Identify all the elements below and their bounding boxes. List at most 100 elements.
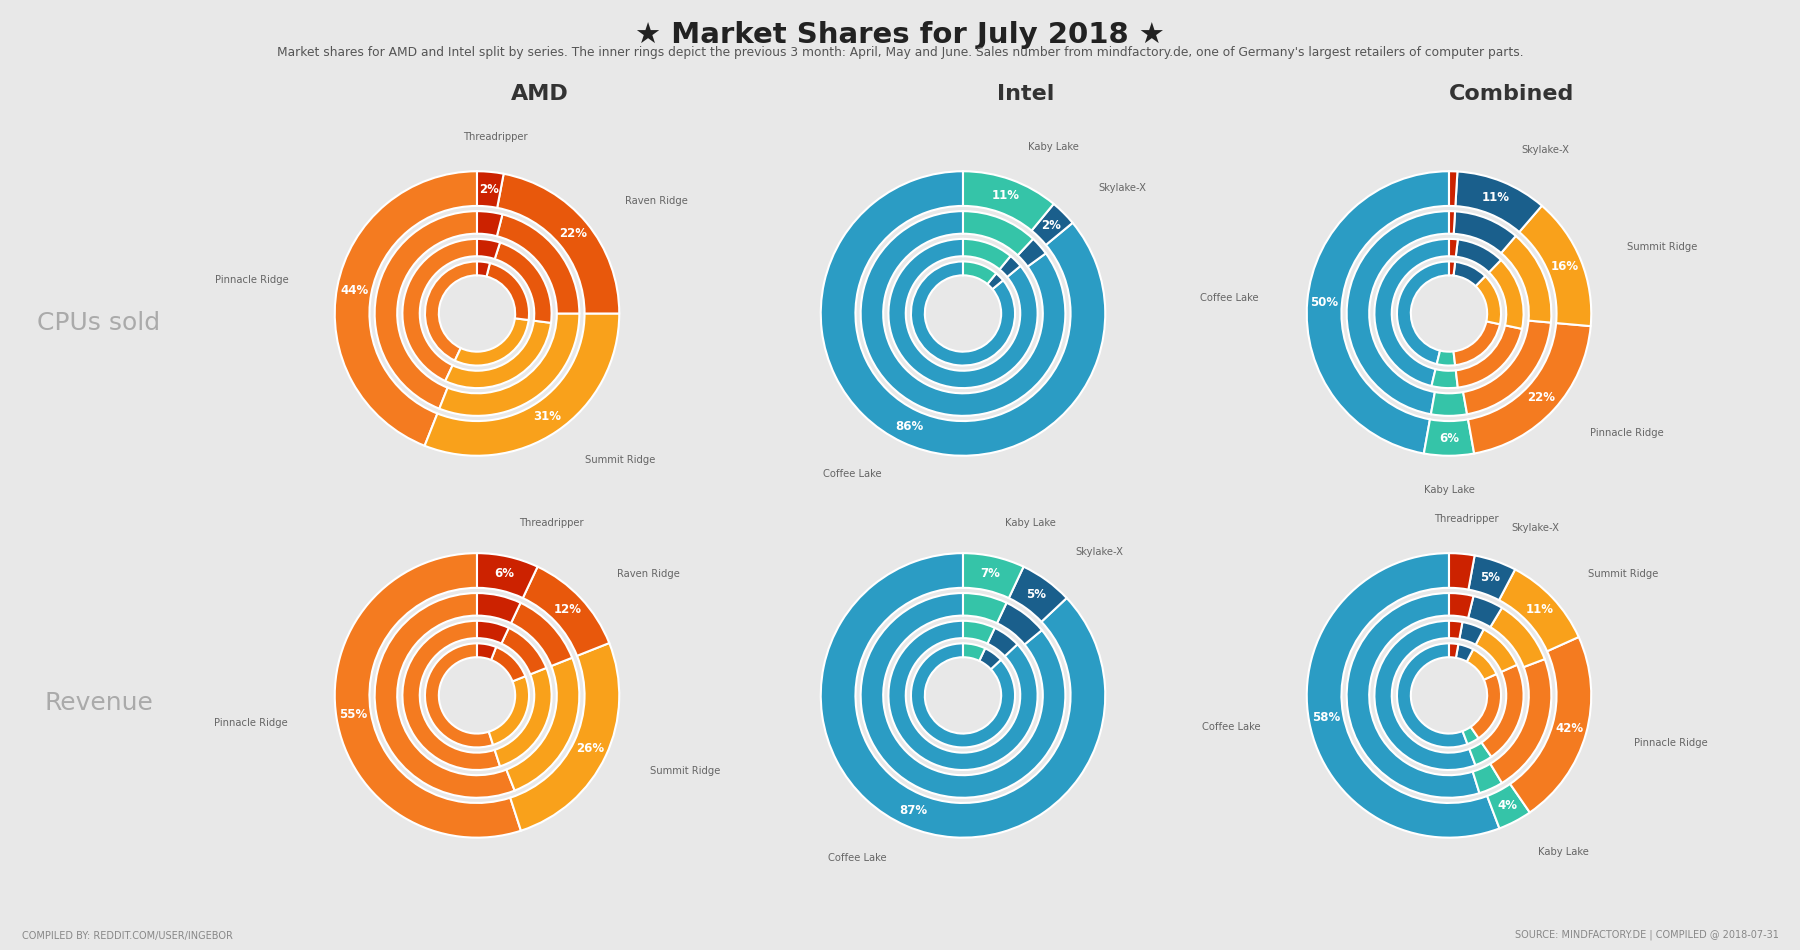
Wedge shape — [1469, 743, 1492, 765]
Text: Kaby Lake: Kaby Lake — [1004, 518, 1055, 527]
Wedge shape — [1031, 204, 1073, 245]
Text: Raven Ridge: Raven Ridge — [625, 196, 688, 206]
Wedge shape — [1472, 764, 1501, 793]
Text: 5%: 5% — [1026, 588, 1046, 600]
Text: AMD: AMD — [511, 84, 569, 104]
Text: 86%: 86% — [896, 420, 923, 433]
Wedge shape — [963, 620, 995, 643]
Wedge shape — [1346, 593, 1480, 798]
Text: 11%: 11% — [1481, 191, 1510, 204]
Wedge shape — [335, 553, 520, 838]
Wedge shape — [497, 215, 580, 314]
Text: 4%: 4% — [1498, 800, 1517, 812]
Text: Coffee Lake: Coffee Lake — [823, 468, 882, 479]
Wedge shape — [821, 553, 1105, 838]
Text: 87%: 87% — [900, 804, 927, 817]
Wedge shape — [495, 668, 551, 767]
Text: Skylake-X: Skylake-X — [1098, 183, 1147, 194]
Wedge shape — [963, 643, 985, 661]
Wedge shape — [1469, 556, 1516, 600]
Wedge shape — [1469, 596, 1501, 627]
Wedge shape — [490, 676, 529, 745]
Text: 44%: 44% — [340, 284, 369, 296]
Wedge shape — [1456, 644, 1472, 661]
Wedge shape — [963, 553, 1024, 598]
Wedge shape — [491, 647, 526, 681]
Wedge shape — [425, 643, 493, 748]
Wedge shape — [821, 171, 1105, 456]
Text: 11%: 11% — [992, 189, 1019, 202]
Wedge shape — [486, 263, 529, 320]
Wedge shape — [403, 238, 477, 381]
Wedge shape — [963, 211, 1033, 256]
Wedge shape — [1397, 261, 1449, 364]
Wedge shape — [979, 648, 1001, 669]
Wedge shape — [911, 261, 1015, 366]
Wedge shape — [511, 603, 572, 666]
Text: Pinnacle Ridge: Pinnacle Ridge — [1591, 428, 1665, 438]
Text: 2%: 2% — [1042, 218, 1062, 232]
Text: Summit Ridge: Summit Ridge — [585, 455, 655, 465]
Wedge shape — [477, 620, 509, 643]
Text: Summit Ridge: Summit Ridge — [1588, 569, 1660, 580]
Text: Threadripper: Threadripper — [463, 132, 527, 142]
Text: COMPILED BY: REDDIT.COM/USER/INGEBOR: COMPILED BY: REDDIT.COM/USER/INGEBOR — [22, 930, 232, 940]
Wedge shape — [1499, 569, 1579, 652]
Wedge shape — [1456, 172, 1543, 232]
Wedge shape — [963, 238, 1010, 270]
Wedge shape — [1449, 238, 1458, 256]
Text: 55%: 55% — [340, 709, 367, 721]
Wedge shape — [1431, 370, 1458, 389]
Wedge shape — [445, 321, 551, 389]
Wedge shape — [1469, 323, 1591, 453]
Wedge shape — [1307, 553, 1499, 838]
Text: 12%: 12% — [554, 603, 581, 617]
Wedge shape — [1436, 351, 1454, 366]
Text: Threadripper: Threadripper — [1435, 514, 1499, 524]
Wedge shape — [1431, 392, 1467, 416]
Wedge shape — [1449, 620, 1462, 639]
Wedge shape — [999, 256, 1021, 277]
Wedge shape — [477, 643, 497, 660]
Wedge shape — [988, 628, 1017, 656]
Wedge shape — [1449, 211, 1454, 234]
Text: SOURCE: MINDFACTORY.DE | COMPILED @ 2018-07-31: SOURCE: MINDFACTORY.DE | COMPILED @ 2018… — [1514, 930, 1778, 940]
Wedge shape — [509, 643, 619, 830]
Text: Summit Ridge: Summit Ridge — [1627, 242, 1697, 252]
Wedge shape — [1456, 239, 1501, 273]
Text: Pinnacle Ridge: Pinnacle Ridge — [214, 718, 288, 728]
Wedge shape — [1519, 206, 1591, 326]
Text: 42%: 42% — [1555, 722, 1584, 735]
Wedge shape — [477, 553, 538, 598]
Text: Coffee Lake: Coffee Lake — [828, 853, 887, 863]
Wedge shape — [889, 238, 1037, 389]
Text: 50%: 50% — [1310, 295, 1339, 309]
Wedge shape — [1481, 665, 1523, 757]
Wedge shape — [497, 174, 619, 314]
Wedge shape — [1017, 238, 1046, 267]
Text: 6%: 6% — [495, 567, 515, 580]
Text: Intel: Intel — [997, 84, 1055, 104]
Text: Kaby Lake: Kaby Lake — [1028, 142, 1078, 152]
Wedge shape — [425, 261, 477, 361]
Wedge shape — [1449, 593, 1474, 618]
Text: Coffee Lake: Coffee Lake — [1199, 293, 1258, 303]
Text: ★ Market Shares for July 2018 ★: ★ Market Shares for July 2018 ★ — [635, 21, 1165, 48]
Wedge shape — [1463, 727, 1478, 744]
Wedge shape — [1489, 260, 1523, 329]
Wedge shape — [1449, 553, 1474, 590]
Wedge shape — [374, 211, 477, 408]
Text: Skylake-X: Skylake-X — [1512, 523, 1559, 533]
Wedge shape — [1424, 419, 1474, 456]
Text: Market shares for AMD and Intel split by series. The inner rings depict the prev: Market shares for AMD and Intel split by… — [277, 46, 1523, 59]
Wedge shape — [1490, 659, 1552, 783]
Wedge shape — [495, 242, 551, 323]
Wedge shape — [477, 593, 520, 623]
Wedge shape — [1476, 629, 1517, 672]
Wedge shape — [1460, 622, 1483, 645]
Wedge shape — [1463, 320, 1552, 414]
Text: 16%: 16% — [1550, 260, 1579, 273]
Wedge shape — [506, 657, 580, 790]
Text: Revenue: Revenue — [45, 691, 153, 715]
Wedge shape — [1490, 608, 1544, 667]
